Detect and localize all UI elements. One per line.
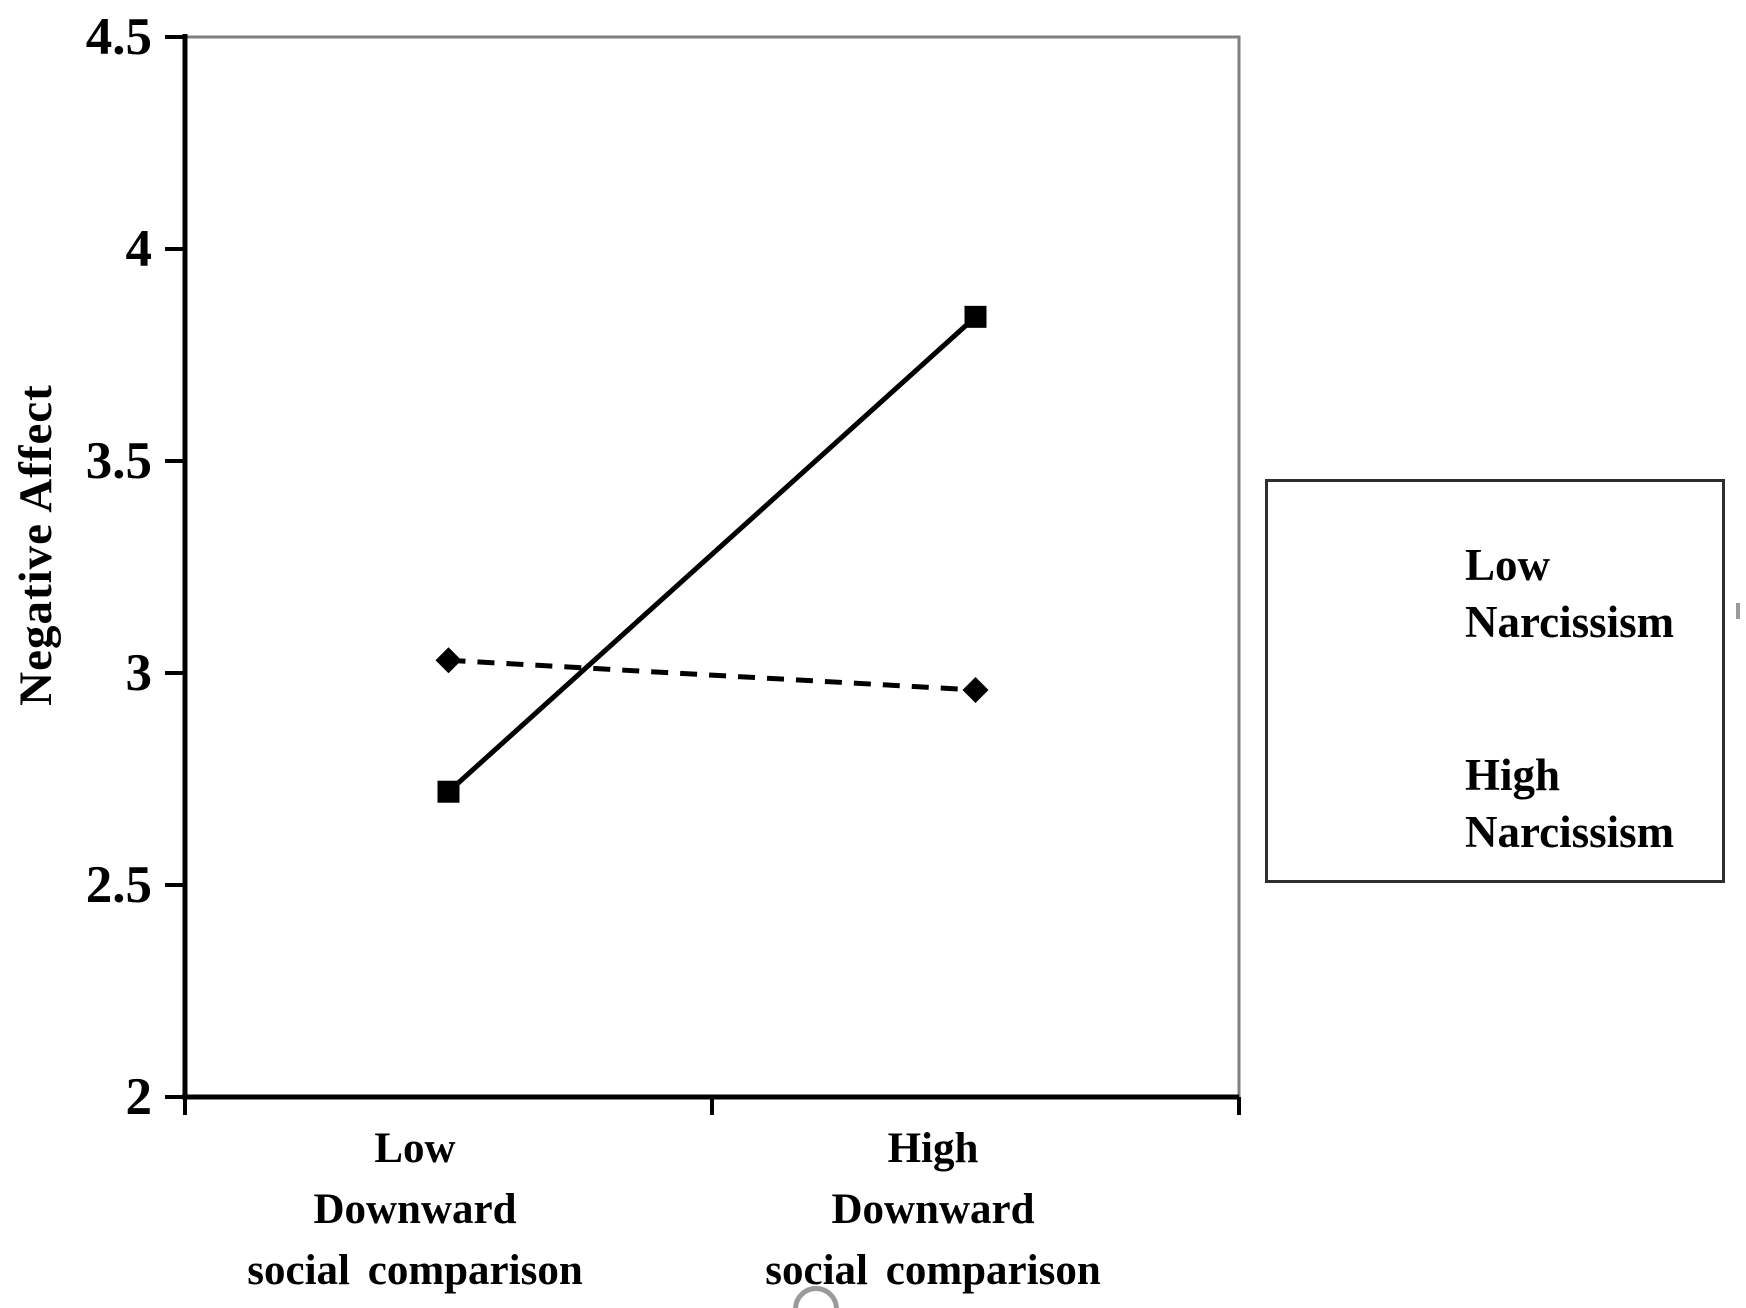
x-category-label-high: High Downward social comparison: [683, 1118, 1183, 1301]
y-tick-label: 3.5: [85, 432, 152, 490]
legend-low-line2: Narcissism: [1465, 597, 1675, 647]
x-category-high-line3: social comparison: [765, 1247, 1101, 1294]
x-category-label-low: Low Downward social comparison: [165, 1118, 665, 1301]
x-category-high-line1: High: [887, 1125, 979, 1172]
legend-low-line1: Low: [1465, 540, 1551, 590]
stray-mark-artifact: [1736, 603, 1740, 619]
x-category-low-line2: Downward: [313, 1186, 517, 1233]
y-tick-label: 3: [125, 644, 153, 702]
x-category-low-line1: Low: [374, 1125, 456, 1172]
y-tick-label: 4: [125, 220, 153, 278]
legend-box: Low Narcissism High Narcissism: [1265, 479, 1725, 883]
legend-label-low-narcissism: Low Narcissism: [1465, 537, 1674, 651]
legend-high-line1: High: [1465, 750, 1561, 800]
legend-high-line2: Narcissism: [1465, 807, 1675, 857]
x-category-high-line2: Downward: [831, 1186, 1035, 1233]
y-tick-label: 2.5: [85, 856, 152, 914]
legend-label-high-narcissism: High Narcissism: [1465, 747, 1674, 861]
y-tick-label: 4.5: [85, 8, 152, 66]
y-tick-label: 2: [125, 1068, 153, 1126]
x-category-low-line3: social comparison: [247, 1247, 583, 1294]
